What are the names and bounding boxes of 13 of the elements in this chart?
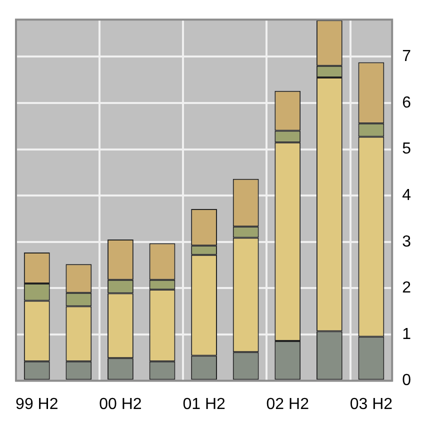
y-tick-label: 1: [402, 326, 412, 343]
y-tick-label: 7: [402, 48, 412, 66]
x-tick-label: 00 H2: [99, 396, 142, 413]
y-tick-label: 2: [402, 280, 412, 297]
x-tick-label: 03 H2: [350, 396, 393, 413]
y-tick-label: 0: [402, 372, 412, 390]
x-tick-label: 99 H2: [16, 396, 58, 413]
y-tick-label: 5: [402, 140, 412, 158]
x-tick-label: 02 H2: [266, 396, 310, 413]
y-tick-label: 4: [402, 186, 412, 204]
y-tick-label: 3: [402, 233, 412, 250]
x-tick-label: 01 H2: [182, 396, 226, 413]
y-tick-label: 6: [402, 94, 412, 112]
